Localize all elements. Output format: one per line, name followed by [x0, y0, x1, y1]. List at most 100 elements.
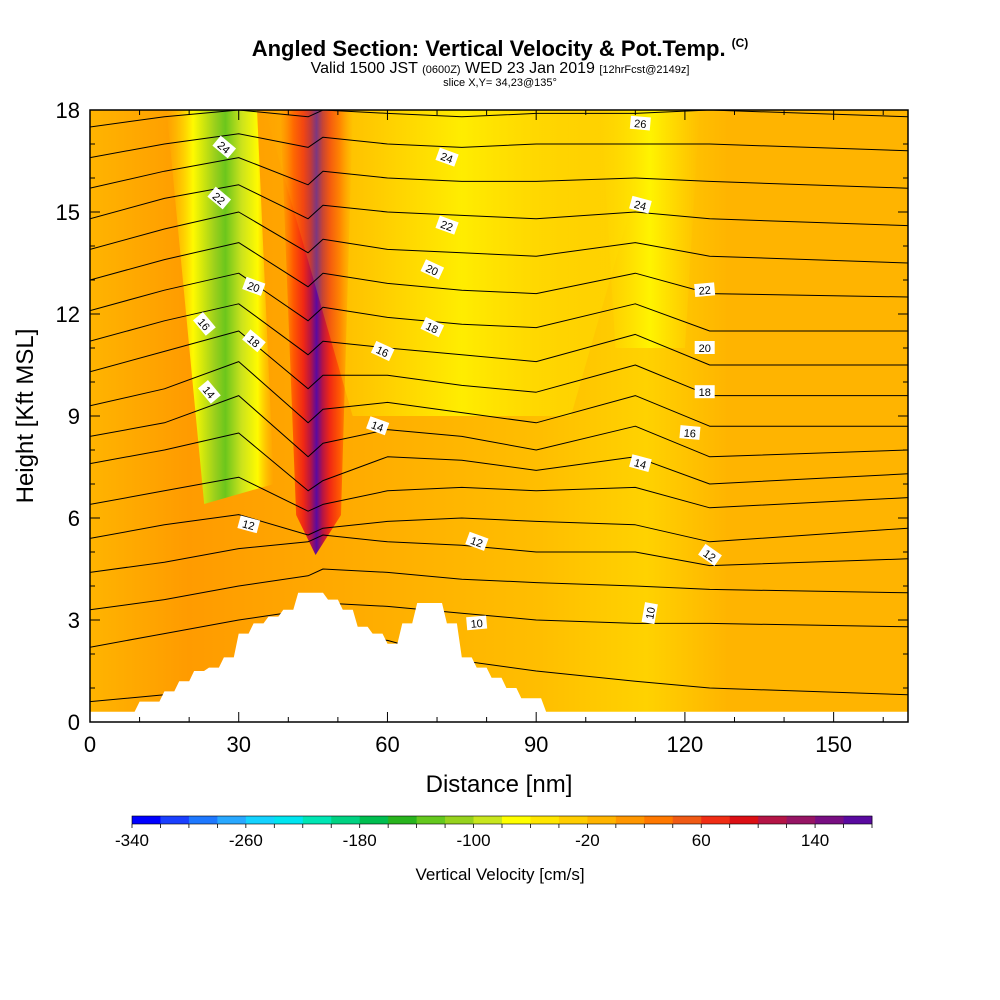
- colorbar-swatch: [217, 816, 247, 824]
- colorbar-swatch: [502, 816, 531, 824]
- contour-label-text: 14: [633, 457, 648, 472]
- y-tick-label: 3: [68, 608, 80, 633]
- slice-label: slice X,Y= 34,23@135°: [443, 77, 557, 89]
- colorbar-swatch: [644, 816, 674, 824]
- colorbar-swatch: [672, 816, 702, 824]
- theta-contour-line: [90, 476, 908, 512]
- contour-label: 14: [629, 454, 652, 472]
- contour-label-text: 12: [241, 518, 256, 533]
- colorbar-swatch: [445, 816, 474, 824]
- contour-label-box: [370, 340, 395, 362]
- contour-label-box: [694, 341, 715, 354]
- contour-label-box: [679, 425, 701, 440]
- theta-contour-line: [90, 534, 908, 573]
- y-axis-label: Height [Kft MSL]: [12, 329, 39, 504]
- colorbar-swatch: [188, 816, 218, 824]
- contour-label: 18: [694, 385, 715, 399]
- contour-label-text: 20: [424, 263, 440, 279]
- x-axis: 0 30 60 90 120 150: [84, 110, 884, 757]
- colorbar-swatch: [132, 816, 161, 824]
- theta-contour-line: [90, 157, 908, 189]
- colorbar-swatch: [729, 816, 759, 824]
- contour-label-text: 10: [644, 606, 658, 620]
- contour-label: 26: [629, 115, 651, 131]
- downdraft-band: [166, 110, 274, 504]
- y-tick-label: 18: [56, 98, 80, 123]
- colorbar-swatch: [473, 816, 503, 824]
- contour-label-text: 24: [439, 151, 455, 166]
- contour-label: 24: [435, 147, 459, 167]
- colorbar-swatch: [786, 816, 816, 824]
- colorbar-swatch: [843, 816, 873, 824]
- chart-title: Angled Section: Vertical Velocity & Pot.…: [251, 36, 749, 61]
- theta-contour-line: [90, 395, 908, 458]
- colorbar-swatch: [274, 816, 304, 824]
- x-tick-label: 150: [815, 732, 852, 757]
- y-axis: 0 3 6 9 12 15 18: [56, 98, 908, 735]
- y-tick-label: 12: [56, 302, 80, 327]
- theta-contour-line: [90, 602, 908, 648]
- colorbar-swatch: [615, 816, 645, 824]
- subsidence-shape: [264, 110, 659, 416]
- colorbar-tick-label: -100: [457, 831, 491, 850]
- y-tick-label: 9: [68, 404, 80, 429]
- velocity-field: [90, 110, 908, 722]
- colorbar-swatch: [416, 816, 446, 824]
- colorbar-swatch: [160, 816, 190, 824]
- contour-label-box: [366, 416, 390, 436]
- colorbar-swatch: [331, 816, 361, 824]
- contour-label-box: [698, 543, 722, 567]
- contour-label-box: [420, 317, 445, 338]
- contour-label-text: 22: [698, 285, 711, 298]
- weak-subsidence-band: [264, 110, 659, 416]
- downdraft-shape: [166, 110, 274, 504]
- colorbar-tick-label: -260: [229, 831, 263, 850]
- theta-contour-line: [90, 432, 908, 492]
- contour-label: 14: [366, 416, 390, 436]
- colorbar-swatch: [701, 816, 731, 824]
- y-tick-label: 6: [68, 506, 80, 531]
- contour-label-box: [420, 259, 445, 280]
- contour-label-box: [629, 115, 651, 131]
- colorbar-swatch: [587, 816, 617, 824]
- colorbar-swatch: [815, 816, 844, 824]
- x-tick-label: 120: [667, 732, 704, 757]
- theta-contours: [90, 110, 908, 703]
- colorbar: -340 -260 -180 -100 -20 60 140: [115, 815, 873, 850]
- contour-label-box: [435, 215, 459, 235]
- y-tick-label: 15: [56, 200, 80, 225]
- contour-label-box: [435, 147, 459, 167]
- y-tick-label: 0: [68, 710, 80, 735]
- colorbar-swatch: [302, 816, 332, 824]
- x-axis-label: Distance [nm]: [426, 771, 573, 798]
- theta-contour-line: [90, 361, 908, 427]
- contour-label-text: 26: [634, 118, 647, 131]
- theta-contour-line: [90, 514, 908, 543]
- colorbar-tick-label: -20: [575, 831, 600, 850]
- theta-contour-line: [90, 272, 908, 332]
- contour-label-box: [212, 135, 237, 159]
- x-tick-label: 0: [84, 732, 96, 757]
- contour-label: 18: [420, 317, 445, 338]
- colorbar-swatch: [758, 816, 788, 824]
- contour-label-text: 20: [699, 343, 711, 355]
- chart-subtitle: Valid 1500 JST (0600Z) WED 23 Jan 2019 […: [310, 60, 690, 77]
- contour-label-box: [641, 602, 658, 625]
- contour-label-box: [237, 515, 261, 534]
- contour-label-box: [694, 282, 716, 298]
- contour-label-box: [466, 615, 488, 631]
- theta-contour-line: [90, 133, 908, 159]
- contour-label-box: [694, 385, 715, 399]
- colorbar-label: Vertical Velocity [cm/s]: [415, 865, 584, 884]
- colorbar-tick-label: 140: [801, 831, 829, 850]
- terrain: [90, 592, 908, 722]
- contour-labels: 1010121212141414161616181818202020222222…: [192, 115, 722, 631]
- contour-label-text: 18: [699, 387, 711, 399]
- contour-label-box: [242, 276, 266, 296]
- colorbar-tick-label: -340: [115, 831, 149, 850]
- theta-contour-line: [90, 568, 908, 611]
- colorbar-swatch: [558, 816, 588, 824]
- colorbar-tick-label: -180: [343, 831, 377, 850]
- contour-label-text: 12: [469, 535, 485, 550]
- theta-contour-line: [90, 330, 908, 397]
